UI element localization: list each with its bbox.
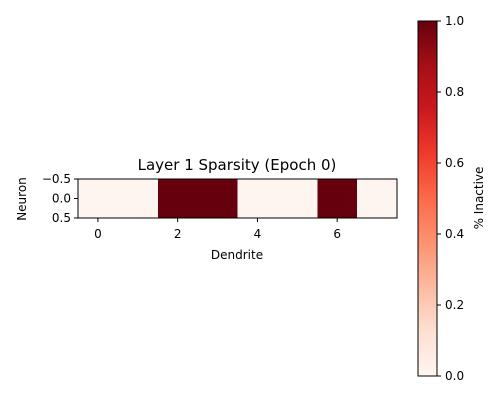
x-axis-ticks: 0 2 4 6 [94,218,341,241]
heatmap-cell [117,179,158,218]
y-tick-label: 0.5 [52,211,71,225]
heatmap-cell [78,179,118,218]
x-tick-label: 4 [254,227,262,241]
heatmap-cell [277,179,318,218]
colorbar-ticks: 0.0 0.2 0.4 0.6 0.8 1.0 [437,14,464,383]
x-tick-label: 6 [333,227,341,241]
heatmap-cell [197,179,238,218]
chart-title: Layer 1 Sparsity (Epoch 0) [138,156,337,174]
colorbar-tick-label: 0.6 [445,156,464,170]
colorbar-tick-label: 0.8 [445,85,464,99]
heatmap-axes: Layer 1 Sparsity (Epoch 0) 0 2 4 6 −0.5 0.0 0… [15,156,398,262]
colorbar-tick-label: 0.0 [445,369,464,383]
colorbar-tick-label: 0.4 [445,227,464,241]
y-axis-label: Neuron [15,177,29,221]
colorbar: 0.0 0.2 0.4 0.6 0.8 1.0 % Inactive [417,14,486,383]
y-tick-label: 0.0 [52,192,71,206]
y-tick-label: −0.5 [42,172,71,186]
colorbar-tick-label: 0.2 [445,298,464,312]
x-tick-label: 2 [174,227,182,241]
y-axis-ticks: −0.5 0.0 0.5 [42,172,78,225]
heatmap-cell [357,179,397,218]
colorbar-gradient [417,20,438,377]
heatmap-cell [317,179,358,218]
heatmap-cells [78,179,397,218]
x-tick-label: 0 [94,227,102,241]
x-axis-label: Dendrite [211,248,263,262]
heatmap-cell [157,179,198,218]
heatmap-cell [237,179,278,218]
colorbar-label: % Inactive [472,167,486,230]
colorbar-tick-label: 1.0 [445,14,464,28]
